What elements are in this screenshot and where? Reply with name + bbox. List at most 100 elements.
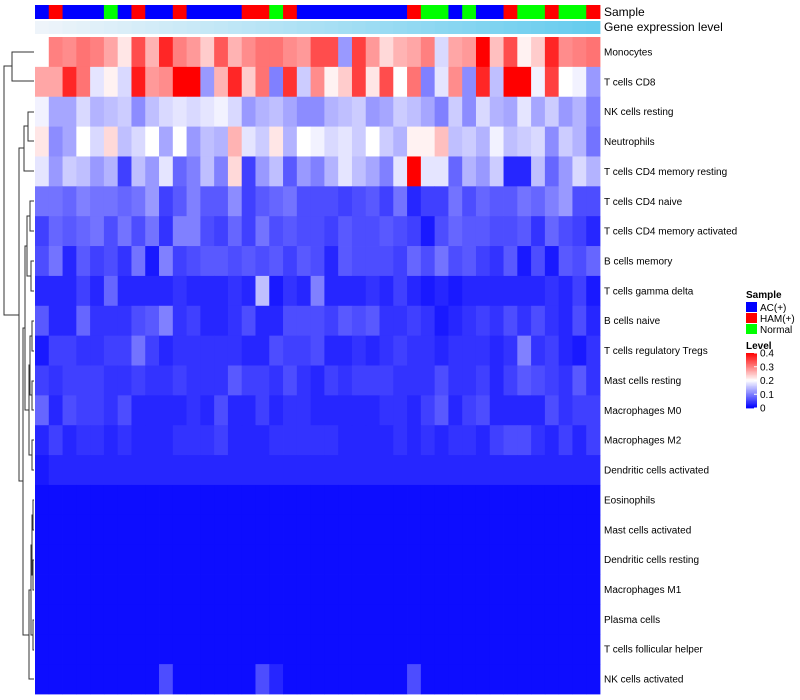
heatmap-cell: [489, 246, 504, 277]
heatmap-cell: [420, 216, 436, 247]
heatmap-cell: [572, 246, 587, 277]
heatmap-cell: [269, 246, 284, 277]
dendrogram-branch: [31, 439, 34, 471]
heatmap-cell: [62, 156, 77, 187]
level-colorbar-segment: [746, 390, 757, 392]
heatmap-cell: [131, 574, 146, 605]
heatmap-cell: [503, 484, 518, 516]
heatmap-cell: [407, 275, 422, 307]
sample-annotation-cell: [159, 5, 174, 19]
heatmap-cell: [35, 425, 50, 456]
heatmap-cell: [448, 216, 463, 247]
heatmap-cell: [338, 66, 353, 98]
dendrogram-branch: [11, 51, 34, 82]
heatmap-cell: [186, 275, 201, 307]
heatmap-cell: [434, 275, 449, 307]
heatmap-cell: [159, 305, 174, 337]
heatmap-cell: [145, 365, 160, 396]
heatmap-cell: [186, 455, 201, 486]
heatmap-cell: [503, 365, 518, 396]
heatmap-cell: [283, 186, 298, 217]
heatmap-cell: [310, 246, 325, 277]
heatmap-cell: [310, 455, 325, 486]
heatmap-cell: [117, 604, 132, 635]
heatmap-cell: [586, 305, 601, 337]
heatmap-cell: [296, 156, 312, 187]
heatmap-cell: [269, 634, 284, 665]
heatmap-cell: [76, 305, 91, 337]
heatmap-cell: [379, 365, 394, 396]
heatmap-cell: [90, 96, 105, 127]
heatmap-cell: [200, 455, 215, 486]
sample-annotation-cell: [145, 5, 160, 19]
heatmap-cell: [159, 37, 174, 68]
heatmap-cell: [35, 246, 50, 277]
heatmap-cell: [186, 604, 201, 635]
level-tick-label: 0.1: [760, 390, 774, 401]
heatmap-cell: [434, 484, 449, 516]
heatmap-cell: [586, 335, 601, 366]
heatmap-cell: [103, 246, 119, 277]
heatmap-cell: [296, 514, 312, 546]
heatmap-cell: [172, 216, 187, 247]
heatmap-cell: [503, 126, 518, 157]
heatmap-cell: [117, 96, 132, 127]
heatmap-cell: [338, 425, 353, 456]
heatmap-cell: [241, 425, 256, 456]
expression-annotation-cell: [172, 21, 187, 34]
heatmap-cell: [324, 395, 339, 426]
heatmap-cell: [35, 37, 50, 68]
heatmap-cell: [351, 126, 367, 157]
heatmap-cell: [324, 604, 339, 635]
heatmap-cell: [393, 246, 408, 277]
heatmap-cell: [283, 96, 298, 127]
heatmap-cell: [434, 66, 449, 98]
heatmap-cell: [131, 634, 146, 665]
heatmap-cell: [475, 604, 491, 635]
heatmap-cell: [351, 156, 367, 187]
heatmap-cell: [379, 186, 394, 217]
heatmap-cell: [572, 455, 587, 486]
heatmap-cell: [586, 514, 601, 546]
heatmap-cell: [420, 37, 436, 68]
heatmap-cell: [186, 484, 201, 516]
heatmap-cell: [558, 455, 573, 486]
heatmap-cell: [503, 634, 518, 665]
heatmap-cell: [227, 395, 243, 426]
heatmap-cell: [227, 156, 243, 187]
heatmap-cell: [241, 514, 256, 546]
heatmap-cell: [310, 425, 325, 456]
expression-annotation-cell: [351, 21, 367, 34]
heatmap-cell: [145, 425, 160, 456]
dendrogram-branch: [32, 619, 34, 651]
heatmap-cell: [379, 216, 394, 247]
heatmap-cell: [172, 484, 187, 516]
heatmap-cell: [379, 634, 394, 665]
level-tick-label: 0.4: [760, 349, 774, 360]
heatmap-cell: [227, 455, 243, 486]
heatmap-cell: [145, 574, 160, 605]
heatmap-cell: [241, 275, 256, 307]
heatmap-cell: [531, 574, 546, 605]
heatmap-cell: [544, 455, 560, 486]
heatmap-cell: [379, 126, 394, 157]
heatmap-cell: [172, 156, 187, 187]
heatmap-cell: [420, 246, 436, 277]
heatmap-cell: [393, 37, 408, 68]
heatmap-cell: [393, 96, 408, 127]
heatmap-cell: [407, 425, 422, 456]
heatmap-cell: [462, 544, 477, 575]
heatmap-cell: [434, 455, 449, 486]
heatmap-cell: [310, 216, 325, 247]
heatmap-cell: [475, 186, 491, 217]
expression-annotation-cell: [255, 21, 270, 34]
heatmap-cell: [76, 634, 91, 665]
heatmap-cell: [310, 544, 325, 575]
heatmap-cell: [296, 216, 312, 247]
heatmap-cell: [159, 365, 174, 396]
heatmap-cell: [145, 66, 160, 98]
heatmap-cell: [434, 335, 449, 366]
heatmap-cell: [214, 156, 229, 187]
heatmap-cell: [200, 425, 215, 456]
heatmap-cell: [489, 156, 504, 187]
